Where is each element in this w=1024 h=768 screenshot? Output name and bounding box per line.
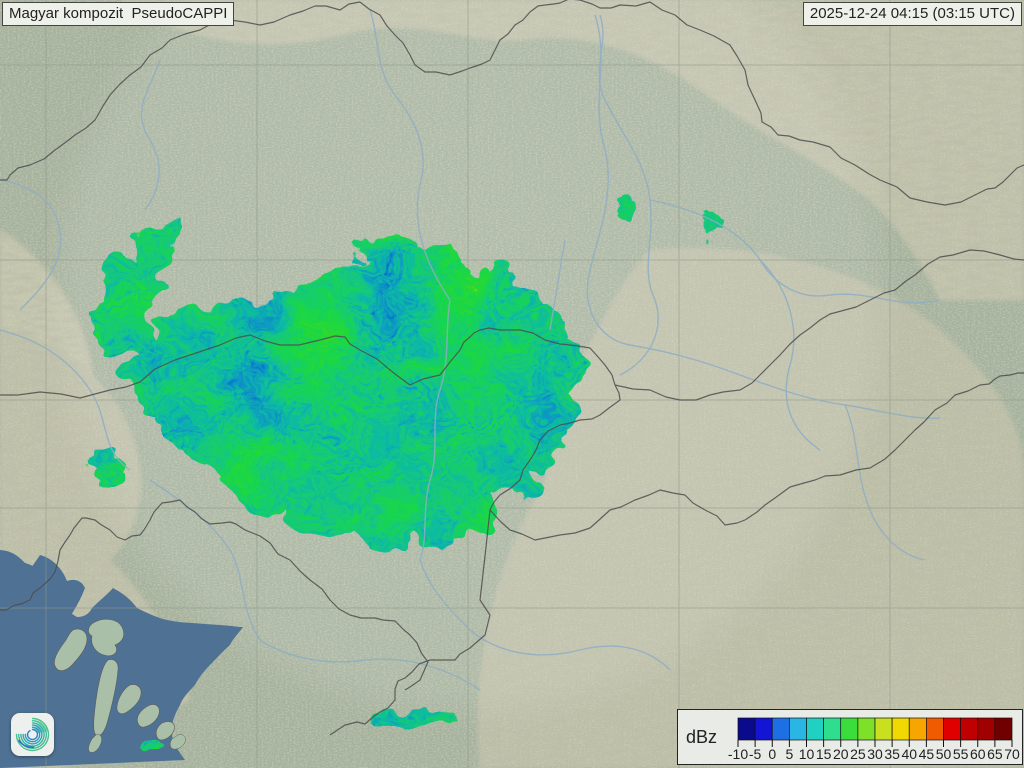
svg-text:20: 20 xyxy=(833,746,849,762)
svg-text:-10: -10 xyxy=(728,746,748,762)
svg-text:30: 30 xyxy=(867,746,883,762)
svg-text:70: 70 xyxy=(1004,746,1020,762)
svg-text:25: 25 xyxy=(850,746,866,762)
svg-text:65: 65 xyxy=(987,746,1003,762)
svg-text:35: 35 xyxy=(884,746,900,762)
svg-text:15: 15 xyxy=(816,746,832,762)
svg-text:55: 55 xyxy=(953,746,969,762)
svg-text:60: 60 xyxy=(970,746,986,762)
svg-text:45: 45 xyxy=(919,746,935,762)
svg-text:5: 5 xyxy=(785,746,793,762)
svg-text:dBz: dBz xyxy=(686,727,717,747)
svg-text:50: 50 xyxy=(936,746,952,762)
svg-text:10: 10 xyxy=(799,746,815,762)
svg-text:0: 0 xyxy=(768,746,776,762)
svg-text:-5: -5 xyxy=(749,746,762,762)
svg-text:40: 40 xyxy=(901,746,917,762)
